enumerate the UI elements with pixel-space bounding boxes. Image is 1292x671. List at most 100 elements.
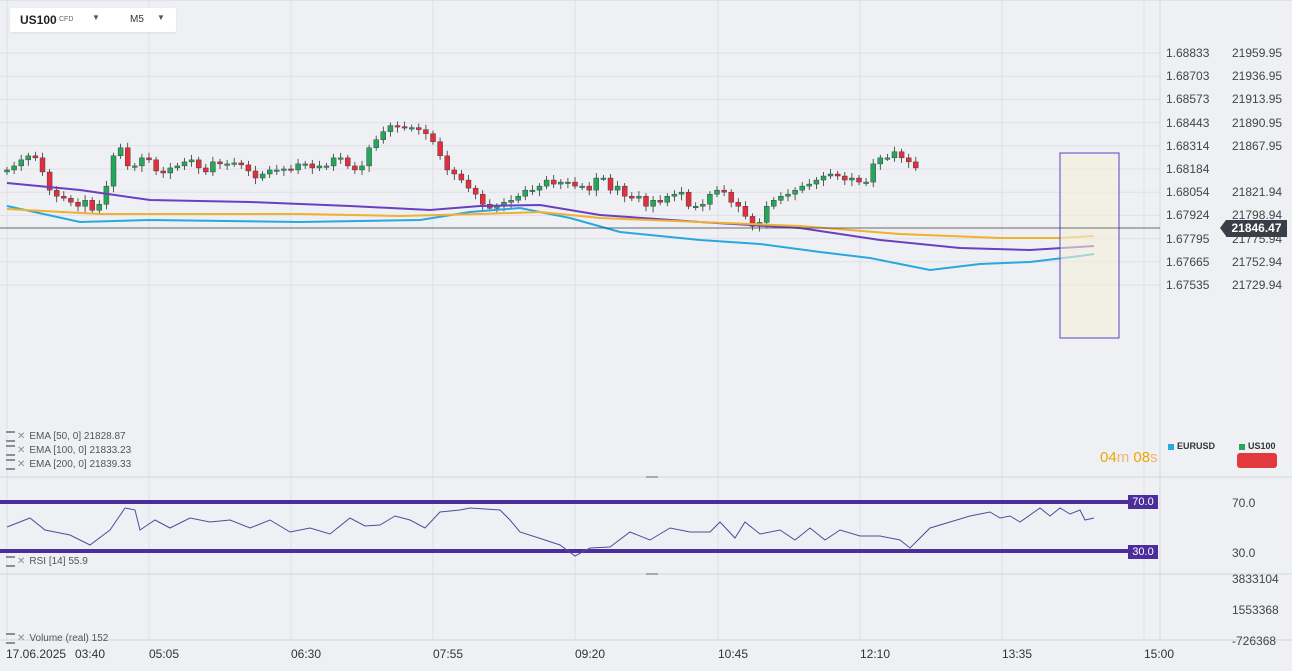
legend-us100[interactable]: US100 [1239,441,1276,451]
legend-color-swatch [1239,443,1245,450]
candle-body [714,189,720,195]
ema-200-line [6,208,1095,239]
price-tick-left: 1.67924 [1166,208,1210,223]
candle-body [565,181,571,184]
candle-body [693,206,699,208]
settings-icon[interactable] [6,445,15,456]
volume-axis-mid: 1553368 [1232,603,1279,617]
pane-resize-handle[interactable] [646,573,658,575]
candle-body [103,185,110,205]
symbol-type: CFD [59,16,74,23]
price-tick-right: 21867.95 [1232,138,1283,153]
candle-body [359,165,365,171]
legend-eurusd[interactable]: EURUSD [1168,441,1215,451]
indicator-value: 21839.33 [89,459,132,471]
indicator-params: [14] [48,556,66,568]
indicator-value: 55.9 [68,556,88,568]
price-tick-left: 1.67535 [1166,278,1210,292]
pane-resize-handle[interactable] [646,476,658,478]
candle-body [728,191,734,203]
candle-body [465,179,472,189]
candle-body [508,200,514,203]
candle-body [522,189,528,197]
price-tick-left: 1.68703 [1166,69,1210,84]
settings-icon[interactable] [6,633,15,644]
candle-body [671,193,678,197]
time-label: 15:00 [1144,647,1175,661]
price-tick-left: 1.68443 [1166,115,1210,130]
candle-body [657,200,663,203]
close-icon[interactable]: ✕ [17,431,26,443]
time-label: 10:45 [718,647,749,661]
candle-body [650,200,656,207]
candle-body [898,151,905,159]
candle-body [18,159,24,167]
candle-body [771,200,777,207]
candle-body [394,125,401,128]
close-icon[interactable]: ✕ [17,633,26,645]
candle-body [607,177,614,191]
candle-body [877,157,883,165]
candle-body [25,155,31,161]
indicator-value: 21828.87 [83,431,126,443]
settings-icon[interactable] [6,556,15,567]
candle-body [139,157,145,167]
candle-body [330,157,337,167]
indicator-name: RSI [29,556,47,568]
ema-lines [6,182,1095,272]
candle-body [181,161,188,167]
symbol-name[interactable]: US100 [20,13,57,27]
rsi-pane [0,500,1128,557]
price-tick-right: 21890.95 [1232,115,1283,130]
candle-body [536,185,543,191]
candle-body [515,195,521,201]
settings-icon[interactable] [6,431,15,442]
timeframe-selector[interactable]: M5 [130,14,144,25]
candle-body [267,169,273,175]
price-tick-right: 21729.94 [1232,278,1283,292]
candle-body [409,127,415,130]
highlight-box[interactable] [1059,152,1120,339]
close-icon[interactable]: ✕ [17,445,26,457]
time-label: 07:55 [433,647,464,661]
candle-body [906,157,912,163]
candle-body [593,177,599,191]
price-tick-right: 21959.95 [1232,46,1283,60]
price-tick-left: 1.68054 [1166,185,1210,200]
candle-body [401,126,408,129]
rsi-axis-lower: 30.0 [1232,546,1256,560]
indicator-name: EMA [29,459,51,471]
indicator-ema-50: ✕ EMA [50, 0] 21828.87 [6,431,126,442]
indicator-params: [50, 0] [53,431,82,443]
symbol-selector[interactable]: US100 CFD ▼ M5 ▼ [10,8,176,32]
sell-button[interactable] [1237,453,1277,468]
candle-body [295,163,301,171]
candle-body [89,200,95,211]
candle-body [366,147,372,167]
rsi-upper-badge: 70.0 [1128,495,1158,509]
candle-body [891,151,898,159]
candle-body [231,162,237,165]
candle-body [884,157,891,160]
candle-body [820,175,827,181]
candle-body [160,170,166,174]
close-icon[interactable]: ✕ [17,556,26,568]
candle-body [458,173,465,181]
chart-grid [0,0,1292,641]
candle-body [785,193,791,197]
close-icon[interactable]: ✕ [17,459,26,471]
time-label-date: 17.06.2025 [6,647,67,661]
candle-body [68,198,74,203]
candle-body [188,159,195,163]
timeframe-dropdown-icon[interactable]: ▼ [157,13,165,22]
candle-body [4,169,10,173]
candle-body [721,189,727,193]
candle-body [827,173,834,177]
candle-body [629,195,635,199]
candle-body [195,159,202,169]
price-tick-left: 1.68314 [1166,138,1210,153]
settings-icon[interactable] [6,459,15,470]
candle-body [32,155,39,159]
symbol-dropdown-icon[interactable]: ▼ [92,13,100,22]
